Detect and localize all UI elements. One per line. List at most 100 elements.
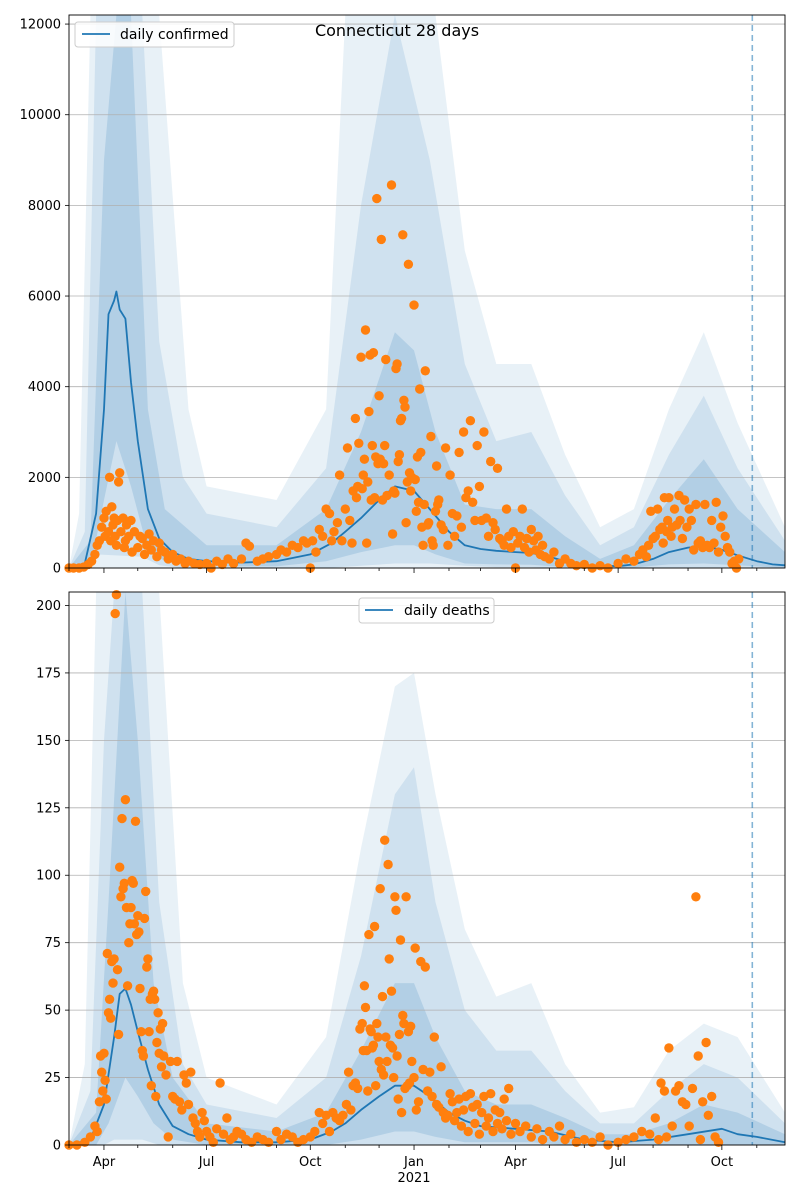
observed-point xyxy=(342,443,353,453)
observed-point xyxy=(428,540,438,550)
observed-point xyxy=(104,472,115,482)
observed-point xyxy=(112,965,123,975)
observed-point xyxy=(354,438,364,448)
observed-point xyxy=(208,1137,218,1148)
observed-point xyxy=(426,431,436,442)
observed-point xyxy=(537,1134,548,1145)
observed-point xyxy=(383,859,393,870)
observed-point xyxy=(107,502,117,512)
observed-point xyxy=(420,962,430,972)
observed-point xyxy=(387,1043,398,1053)
observed-point xyxy=(111,590,122,600)
observed-point xyxy=(157,1018,168,1029)
confirmed-plot: 0 2000 4000 6000 8000 10000 12000 Connecticut … xyxy=(20,14,786,577)
observed-point xyxy=(101,1094,111,1104)
observed-point xyxy=(443,540,453,550)
observed-point xyxy=(364,929,374,940)
observed-point xyxy=(153,1008,163,1018)
observed-point xyxy=(687,1083,698,1094)
observed-point xyxy=(526,524,536,535)
y-tick-label: 6000 xyxy=(28,290,61,305)
observed-point xyxy=(656,1078,666,1088)
observed-point xyxy=(360,1002,371,1013)
observed-point xyxy=(318,531,328,541)
observed-point xyxy=(102,948,113,959)
observed-point xyxy=(137,533,147,544)
observed-point xyxy=(458,1105,469,1115)
observed-point xyxy=(340,504,350,514)
observed-point xyxy=(116,892,126,902)
observed-point xyxy=(390,488,400,498)
observed-point xyxy=(152,1037,162,1048)
legend-label: daily deaths xyxy=(404,603,490,619)
observed-point xyxy=(324,1126,335,1137)
y-tick-label: 0 xyxy=(53,562,61,577)
axes-frame xyxy=(68,14,786,569)
observed-point xyxy=(362,538,372,548)
observed-point xyxy=(368,348,379,358)
observed-point xyxy=(474,481,485,492)
x-tick-label: Jul xyxy=(198,1155,215,1170)
observed-point xyxy=(371,1081,381,1091)
axes-frame xyxy=(68,591,786,1146)
observed-point xyxy=(109,954,119,964)
observed-point xyxy=(488,1126,498,1137)
observed-point xyxy=(378,1070,389,1080)
uncertainty-band-middle xyxy=(69,592,785,1145)
deaths-uncertainty-bands xyxy=(69,592,785,1145)
observed-point xyxy=(108,978,118,988)
observed-point xyxy=(163,1132,173,1142)
observed-point xyxy=(130,816,141,826)
observed-point xyxy=(363,1086,373,1096)
observed-point xyxy=(716,522,726,532)
observed-point xyxy=(686,515,697,526)
observed-point xyxy=(425,1067,435,1077)
observed-point xyxy=(391,905,401,915)
observed-point xyxy=(658,538,668,548)
observed-point xyxy=(486,1089,496,1099)
observed-point xyxy=(263,552,274,562)
observed-point xyxy=(468,497,478,507)
observed-point xyxy=(338,1110,348,1121)
observed-point xyxy=(382,1056,392,1067)
observed-point xyxy=(129,919,140,929)
y-tick-label: 200 xyxy=(36,599,61,614)
observed-point xyxy=(621,554,631,564)
observed-point xyxy=(159,1051,169,1061)
observed-point xyxy=(151,1091,161,1102)
observed-point xyxy=(377,991,388,1002)
observed-point xyxy=(429,1032,439,1042)
observed-point xyxy=(474,1129,485,1139)
uncertainty-band-middle xyxy=(69,15,785,568)
observed-point xyxy=(416,447,426,458)
y-tick-label: 2000 xyxy=(28,471,61,486)
observed-point xyxy=(311,547,321,557)
observed-point xyxy=(492,463,503,473)
observed-point xyxy=(124,938,134,948)
observed-point xyxy=(661,1132,672,1142)
observed-point xyxy=(357,1018,367,1029)
x-tick-label: Jan xyxy=(403,1155,424,1170)
uncertainty-band-outer xyxy=(69,592,785,1145)
confirmed-uncertainty-bands xyxy=(69,15,785,568)
deaths-observed-points xyxy=(64,590,724,1150)
deaths-legend: daily deaths xyxy=(358,597,495,624)
deaths-axes-frame xyxy=(68,591,786,1146)
observed-point xyxy=(138,1051,149,1061)
observed-point xyxy=(621,1134,631,1145)
observed-point xyxy=(359,454,370,464)
observed-point xyxy=(409,1072,419,1083)
observed-point xyxy=(244,541,255,551)
observed-point xyxy=(725,547,735,557)
observed-point xyxy=(445,1089,455,1099)
observed-point xyxy=(85,1132,96,1142)
uncertainty-band-inner xyxy=(69,15,785,568)
y-tick-label: 50 xyxy=(44,1004,61,1019)
legend-label: daily confirmed xyxy=(120,27,229,43)
observed-point xyxy=(587,1137,597,1148)
observed-point xyxy=(148,986,159,996)
observed-point xyxy=(595,561,605,571)
observed-point xyxy=(486,456,496,467)
observed-point xyxy=(679,495,690,505)
observed-point xyxy=(510,1118,521,1129)
